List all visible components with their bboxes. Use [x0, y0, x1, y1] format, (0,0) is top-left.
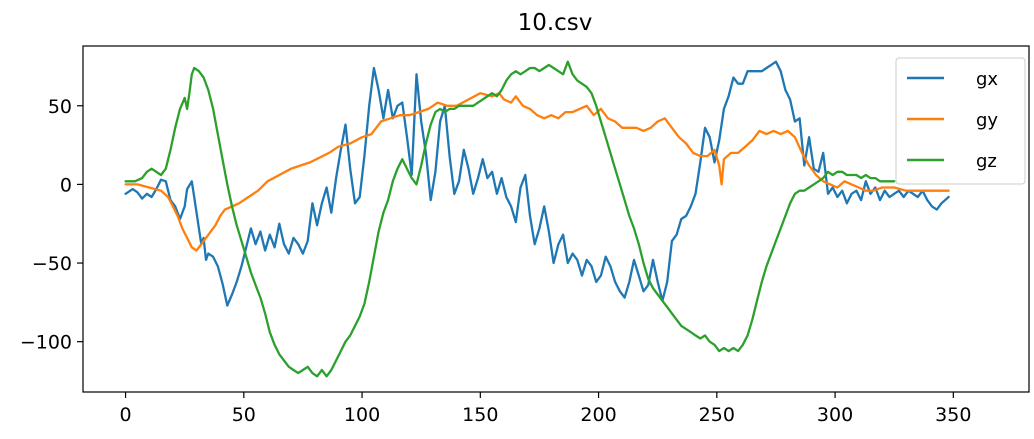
- legend-label-gy: gy: [976, 110, 998, 131]
- x-tick-label: 50: [232, 404, 256, 426]
- x-tick-label: 200: [580, 404, 616, 426]
- x-tick-label: 150: [462, 404, 498, 426]
- x-tick-label: 250: [699, 404, 735, 426]
- legend-box: [895, 57, 1026, 185]
- plot-area-frame: [82, 45, 1030, 393]
- chart-title: 10.csv: [518, 10, 593, 36]
- x-axis: 0 50 100 150 200 250 300 350: [120, 392, 971, 426]
- x-tick-label: 0: [120, 404, 132, 426]
- y-tick-label: 0: [60, 174, 72, 196]
- legend-label-gx: gx: [976, 69, 998, 90]
- series-line-gx: [124, 60, 950, 307]
- series-layer: [124, 60, 950, 378]
- x-tick-label: 300: [817, 404, 853, 426]
- legend: gx gy gz: [895, 57, 1026, 185]
- y-axis: 50 0 −50 −100: [20, 96, 83, 354]
- y-tick-label: 50: [48, 96, 72, 118]
- y-tick-label: −100: [20, 332, 72, 354]
- y-tick-label: −50: [32, 253, 72, 275]
- legend-label-gz: gz: [976, 151, 997, 172]
- series-line-gz: [124, 60, 896, 378]
- series-line-gy: [124, 92, 950, 252]
- x-tick-label: 350: [935, 404, 971, 426]
- x-tick-label: 100: [344, 404, 380, 426]
